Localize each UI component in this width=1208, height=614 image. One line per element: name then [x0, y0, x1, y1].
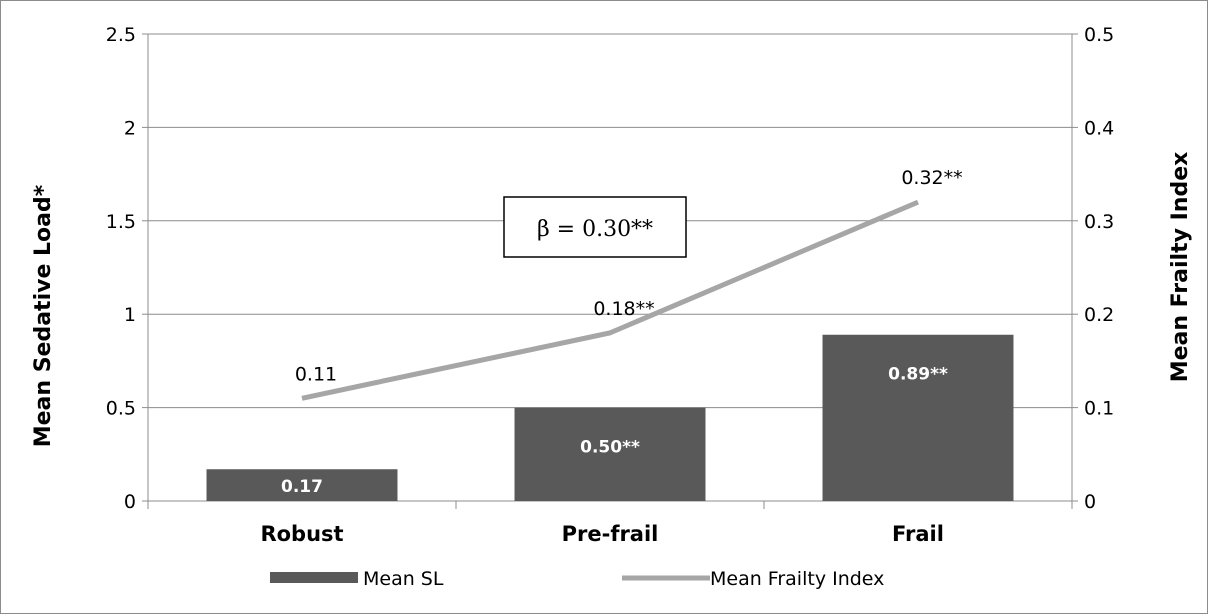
x-tick-label: Pre-frail: [562, 522, 659, 546]
y-right-tick-label: 0.4: [1084, 117, 1114, 139]
legend: Mean SL Mean Frailty Index: [270, 568, 884, 590]
bar: [514, 407, 706, 501]
bar-value-label: 0.89**: [888, 365, 948, 385]
y-right-tick-label: 0.2: [1084, 304, 1114, 326]
legend-swatch-mean-sl: [270, 572, 358, 583]
y-right-tick-label: 0.5: [1084, 24, 1114, 46]
annotation-text: β = 0.30**: [537, 217, 653, 242]
line-value-label: 0.18**: [593, 298, 654, 320]
bar: [822, 334, 1014, 501]
y-left-tick-label: 0.5: [106, 398, 136, 420]
line-series: [301, 199, 919, 401]
y-axis-left-title: Mean Sedative Load*: [31, 184, 56, 447]
y-right-tick-label: 0.1: [1084, 398, 1114, 420]
y-left-tick-label: 0: [124, 491, 136, 513]
y-right-tick-label: 0: [1084, 491, 1096, 513]
x-tick-label: Robust: [260, 522, 343, 546]
annotation-frame: [503, 196, 687, 258]
bar-series: [206, 334, 1014, 501]
legend-label-mean-sl: Mean SL: [363, 568, 444, 590]
line-value-label: 0.11: [295, 363, 337, 385]
y-left-tick-label: 1: [124, 304, 136, 326]
y-right-tick-label: 0.3: [1084, 211, 1114, 233]
y-axis-right-title: Mean Frailty Index: [1168, 152, 1193, 383]
bar: [206, 469, 398, 501]
data-labels: 0.17 0.50** 0.89** 0.11 0.18** 0.32**: [281, 167, 963, 497]
axes: 0 0.5 1 1.5 2 2.5 0 0.1 0.2 0.3 0.4 0.5 Robust Pre-fr…: [106, 24, 1114, 546]
y-left-tick-label: 1.5: [106, 211, 136, 233]
bar-value-label: 0.17: [281, 477, 323, 497]
bar-value-label: 0.50**: [580, 438, 640, 458]
y-left-tick-label: 2: [124, 117, 136, 139]
y-left-tick-label: 2.5: [106, 24, 136, 46]
annotation-box: β = 0.30**: [503, 196, 687, 258]
x-tick-label: Frail: [892, 522, 944, 546]
line-value-label: 0.32**: [901, 167, 962, 189]
legend-label-mean-frailty-index: Mean Frailty Index: [710, 568, 884, 590]
